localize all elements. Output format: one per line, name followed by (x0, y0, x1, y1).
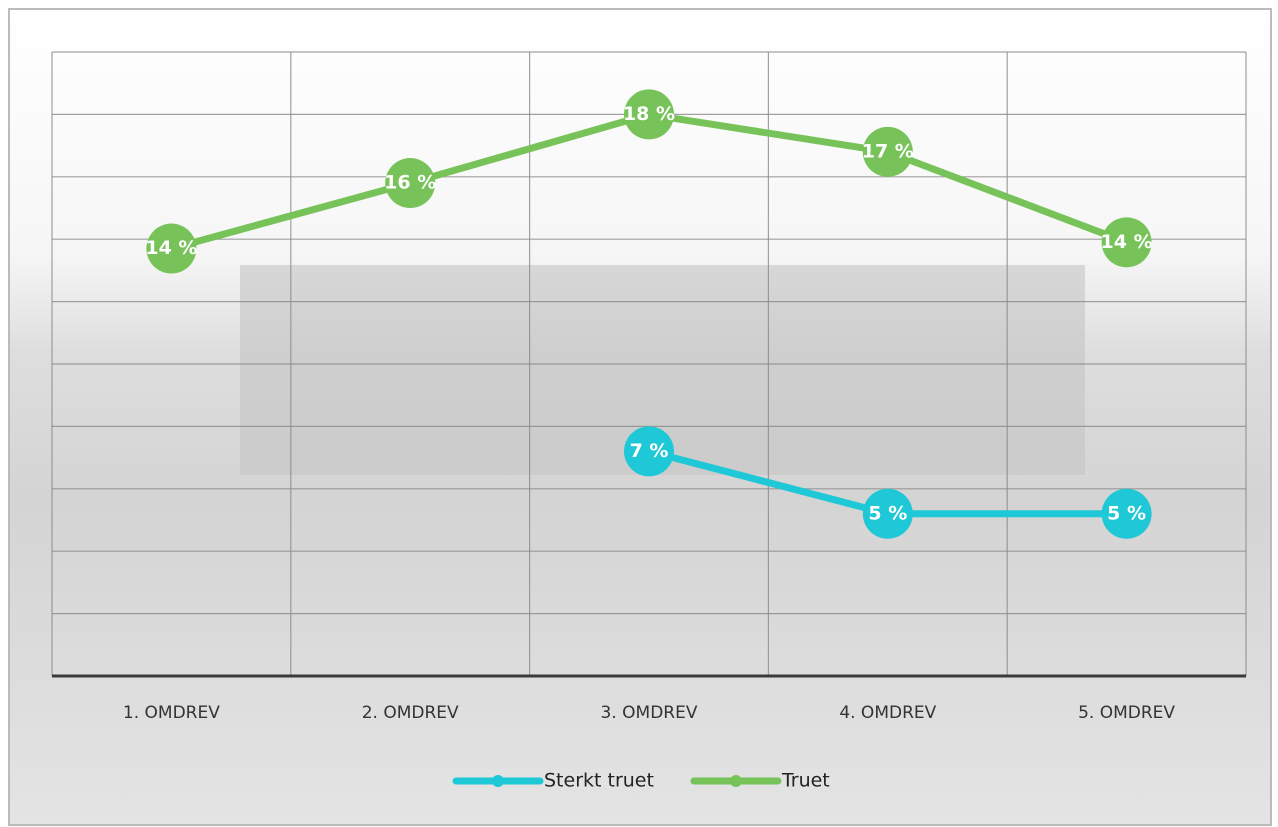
legend-label: Truet (781, 770, 830, 792)
data-label: 16 % (384, 172, 436, 194)
x-tick-label: 2. OMDREV (362, 703, 459, 723)
chart: 1. OMDREV 2. OMDREV 3. OMDREV 4. OMDREV 5. O… (0, 0, 1278, 827)
x-tick-label: 3. OMDREV (601, 703, 698, 723)
x-tick-label: 1. OMDREV (123, 703, 220, 723)
data-label: 5 % (868, 502, 907, 524)
x-tick-label: 4. OMDREV (839, 703, 936, 723)
data-label: 17 % (862, 140, 914, 162)
legend-marker (492, 775, 504, 787)
x-tick-label: 5. OMDREV (1078, 703, 1175, 723)
data-label: 14 % (1101, 231, 1153, 253)
data-label: 18 % (623, 103, 675, 125)
data-label: 14 % (145, 237, 197, 259)
data-label: 5 % (1107, 502, 1146, 524)
legend-marker (730, 775, 742, 787)
legend-label: Sterkt truet (544, 770, 654, 792)
data-label: 7 % (630, 440, 669, 462)
